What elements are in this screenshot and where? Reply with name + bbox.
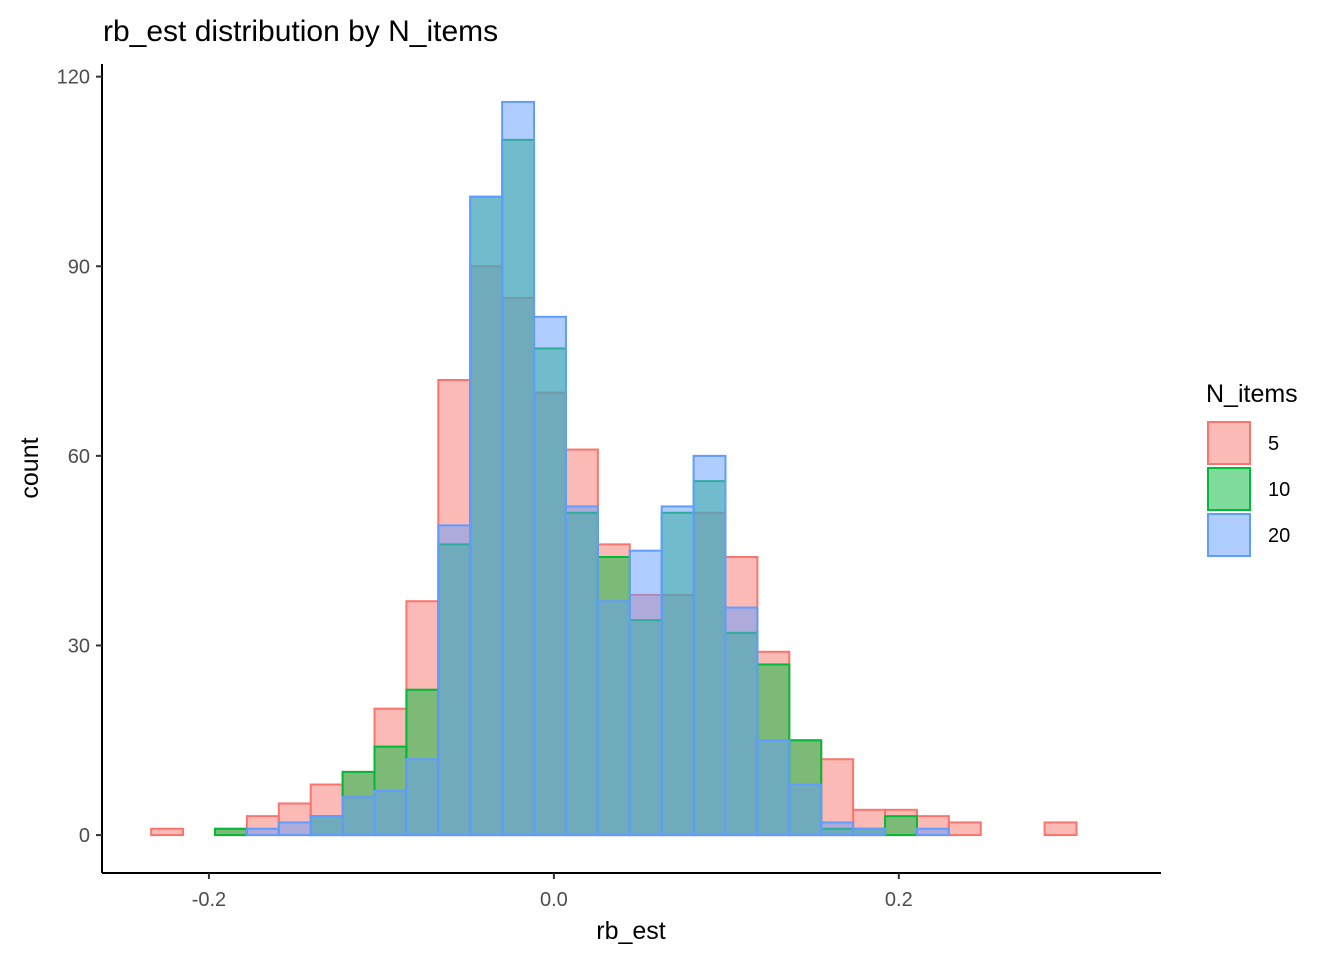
x-tick-label: 0.2 <box>885 889 913 911</box>
bar-20-21 <box>820 821 855 837</box>
bar-20-13 <box>564 505 599 837</box>
bar-20-18 <box>724 606 759 837</box>
x-axis-ticks: -0.2 0.0 0.2 <box>192 873 913 911</box>
x-tick-label: -0.2 <box>192 889 226 911</box>
legend-key-10 <box>1207 467 1251 511</box>
bar-20-7 <box>373 789 408 837</box>
bar-20-19 <box>756 739 791 837</box>
bar-20-11 <box>501 100 536 837</box>
bar-5-28 <box>1043 821 1078 837</box>
y-tick-label: 90 <box>68 256 90 278</box>
bar-20-10 <box>469 195 504 837</box>
histogram-bars <box>150 100 1078 837</box>
bar-20-6 <box>341 796 376 837</box>
bar-20-22 <box>852 827 887 837</box>
bar-20-9 <box>437 524 472 837</box>
legend-label-20: 20 <box>1268 525 1290 547</box>
bar-20-8 <box>405 758 440 837</box>
bar-20-4 <box>277 821 312 837</box>
bar-20-17 <box>692 454 727 837</box>
bar-20-15 <box>628 549 663 837</box>
y-axis-ticks: 0 30 60 90 120 <box>57 67 102 847</box>
legend-title: N_items <box>1206 380 1298 408</box>
bar-20-20 <box>788 783 823 837</box>
bar-20-24 <box>915 827 950 837</box>
bar-10-2 <box>213 827 248 837</box>
legend-label-5: 5 <box>1268 433 1279 455</box>
bar-20-5 <box>309 815 344 837</box>
series-20 <box>245 100 950 837</box>
y-tick-label: 30 <box>68 635 90 657</box>
legend-label-10: 10 <box>1268 479 1290 501</box>
legend: N_items 5 10 20 <box>1206 380 1298 557</box>
bar-20-14 <box>596 600 631 837</box>
y-tick-label: 60 <box>68 446 90 468</box>
bar-5-25 <box>947 821 982 837</box>
y-tick-label: 0 <box>79 825 90 847</box>
legend-key-5 <box>1207 421 1251 465</box>
y-axis-title: count <box>16 437 44 498</box>
chart-title: rb_est distribution by N_items <box>103 15 498 48</box>
bar-5-0 <box>150 827 185 837</box>
x-axis-title: rb_est <box>596 917 666 945</box>
bar-20-3 <box>245 827 280 837</box>
bar-10-23 <box>884 815 918 837</box>
legend-key-20 <box>1207 513 1251 557</box>
bar-20-16 <box>660 505 695 837</box>
bar-20-12 <box>533 315 567 837</box>
x-tick-label: 0.0 <box>540 889 568 911</box>
y-tick-label: 120 <box>57 67 90 89</box>
